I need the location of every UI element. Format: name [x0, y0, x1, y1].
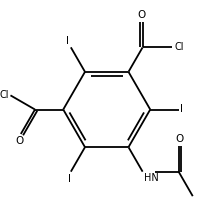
- Text: I: I: [66, 36, 69, 46]
- Text: I: I: [68, 174, 71, 184]
- Text: I: I: [180, 104, 183, 115]
- Text: O: O: [16, 136, 24, 146]
- Text: HN: HN: [144, 173, 159, 183]
- Text: O: O: [176, 134, 184, 145]
- Text: O: O: [137, 10, 146, 20]
- Text: Cl: Cl: [174, 42, 184, 52]
- Text: Cl: Cl: [0, 90, 9, 100]
